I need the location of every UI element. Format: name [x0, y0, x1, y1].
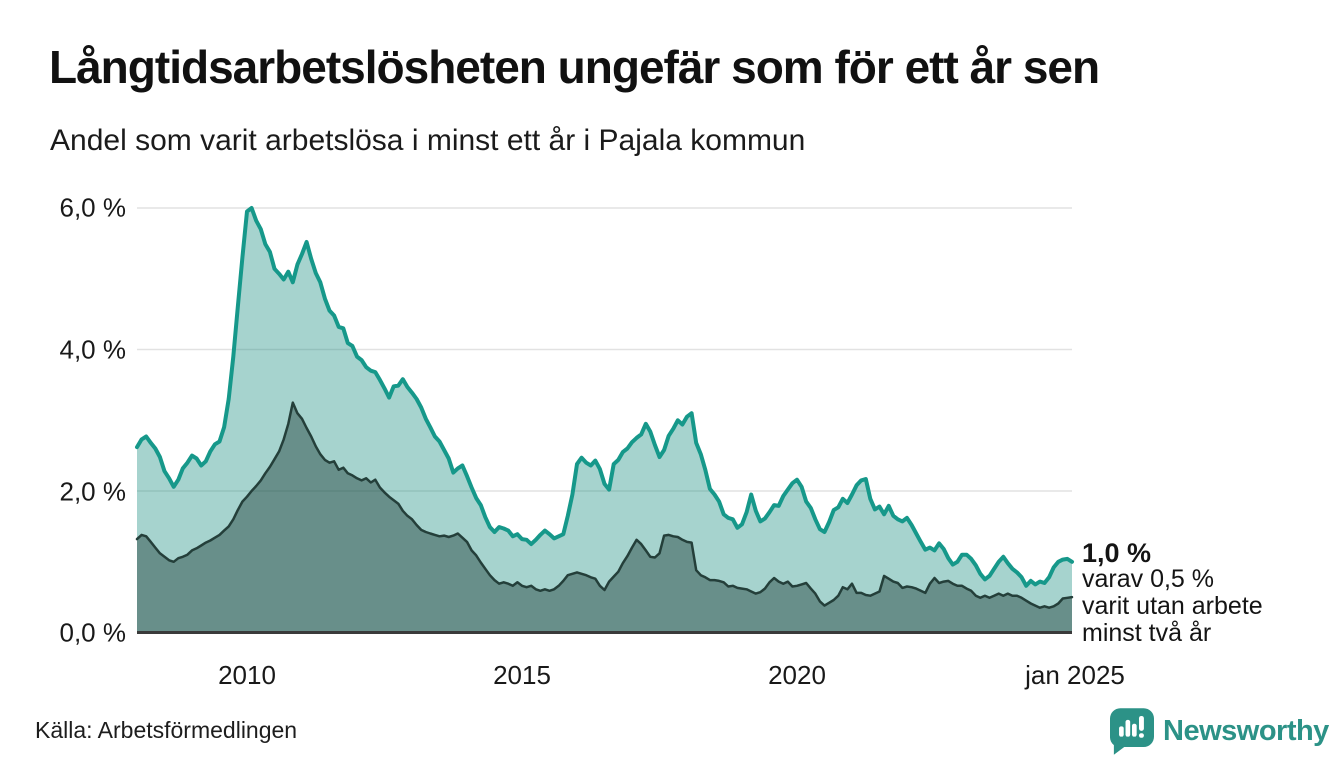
area-fill-minst-ett-ar — [137, 208, 1072, 633]
y-axis-tick-4: 4,0 % — [59, 334, 127, 365]
end-value-total: 1,0 % — [1082, 538, 1152, 568]
source-credit: Källa: Arbetsförmedlingen — [35, 717, 298, 743]
end-value-note-line1: varav 0,5 % — [1082, 565, 1215, 593]
brand-name: Newsworthy — [1163, 715, 1329, 747]
end-value-annotation: 1,0 % varav 0,5 % varit utan arbete mins… — [1082, 538, 1263, 647]
newsworthy-logo: Newsworthy — [1110, 708, 1329, 755]
y-axis-tick-0: 0,0 % — [59, 617, 127, 648]
x-axis-tick-2020: 2020 — [768, 660, 826, 690]
area-fill-minst-tva-ar — [137, 402, 1072, 633]
x-axis-tick-2015: 2015 — [493, 660, 551, 690]
x-axis-tick-jan-2025: jan 2025 — [1025, 660, 1125, 690]
line-minst-tva-ar — [135, 401, 1074, 609]
x-axis-tick-2010: 2010 — [218, 660, 276, 690]
end-value-note-line2: varit utan arbete — [1082, 592, 1263, 620]
page-subtitle: Andel som varit arbetslösa i minst ett å… — [50, 124, 806, 157]
end-value-note-line3: minst två år — [1082, 619, 1212, 647]
y-axis-tick-6: 6,0 % — [59, 192, 127, 223]
y-axis-tick-2: 2,0 % — [59, 476, 127, 507]
bar-chart-bubble-icon — [1110, 708, 1154, 755]
page-title: Långtidsarbetslösheten ungefär som för e… — [49, 41, 1100, 93]
line-minst-ett-ar — [135, 206, 1074, 588]
